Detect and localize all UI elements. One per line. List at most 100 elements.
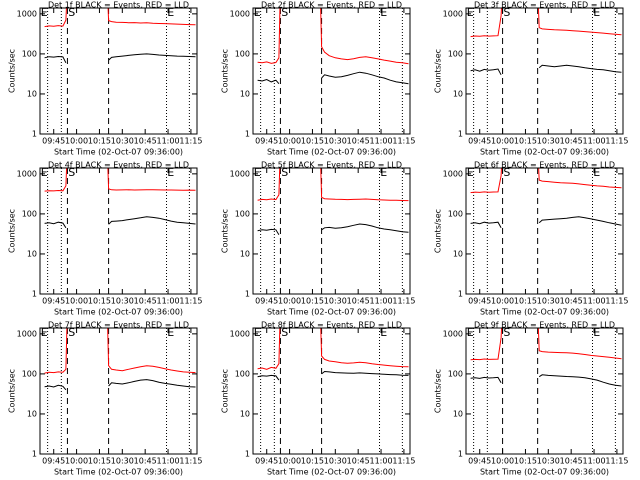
x-tick-label: 10:15 — [514, 297, 537, 306]
x-axis-label: Start Time (02-Oct-07 09:36:00) — [480, 308, 609, 317]
y-tick-label: 100 — [22, 209, 37, 218]
y-tick-label: 10 — [240, 249, 250, 258]
y-axis-label: Counts/sec — [8, 49, 17, 93]
x-tick-label: 11:15 — [392, 137, 415, 146]
x-tick-label: 10:15 — [514, 137, 537, 146]
chart-title: Det 5f BLACK = Events, RED = LLD — [261, 161, 402, 170]
series-line — [44, 53, 196, 64]
series-line — [257, 370, 409, 381]
x-tick-label: 10:45 — [134, 297, 157, 306]
y-axis-label: Counts/sec — [8, 209, 17, 253]
series-line — [257, 328, 409, 370]
y-tick-label: 10 — [240, 409, 250, 418]
y-axis-label: Counts/sec — [434, 49, 443, 93]
x-tick-label: 11:00 — [370, 137, 393, 146]
annotation: E — [41, 166, 48, 179]
series-line — [257, 168, 409, 202]
annotation: E — [593, 326, 600, 339]
series-line — [44, 8, 196, 28]
x-tick-label: 09:45 — [42, 457, 65, 466]
x-tick-label: 09:45 — [468, 137, 491, 146]
annotation: E — [380, 166, 387, 179]
y-tick-label: 1000 — [17, 329, 37, 338]
y-tick-label: 10 — [27, 89, 37, 98]
chart-title: Det 4f BLACK = Events, RED = LLD — [48, 161, 189, 170]
x-tick-label: 11:15 — [179, 297, 202, 306]
y-tick-label: 1000 — [17, 9, 37, 18]
y-tick-label: 10 — [453, 409, 463, 418]
series-line — [44, 328, 196, 374]
x-tick-label: 10:30 — [537, 297, 560, 306]
x-tick-label: 10:30 — [537, 137, 560, 146]
annotation: E — [467, 166, 474, 179]
annotation: E — [593, 166, 600, 179]
y-axis-label: Counts/sec — [434, 369, 443, 413]
x-tick-label: 10:45 — [134, 137, 157, 146]
x-tick-label: 10:45 — [560, 457, 583, 466]
x-tick-label: 10:15 — [301, 137, 324, 146]
series-line — [470, 216, 622, 229]
annotation: S — [281, 6, 288, 19]
series-line — [257, 223, 409, 236]
x-tick-label: 11:00 — [583, 457, 606, 466]
annotation: E — [380, 326, 387, 339]
y-tick-label: 1 — [458, 290, 463, 299]
y-tick-label: 10 — [27, 409, 37, 418]
y-axis-label: Counts/sec — [8, 369, 17, 413]
annotation: S — [503, 326, 510, 339]
plot-frame — [39, 7, 198, 135]
x-axis-label: Start Time (02-Oct-07 09:36:00) — [267, 468, 396, 477]
x-tick-label: 11:00 — [583, 137, 606, 146]
chart-title: Det 1f BLACK = Events, RED = LLD — [48, 1, 189, 10]
y-tick-label: 1000 — [17, 169, 37, 178]
x-tick-label: 11:15 — [392, 457, 415, 466]
x-tick-label: 09:45 — [255, 137, 278, 146]
x-tick-label: 11:00 — [157, 457, 180, 466]
x-tick-label: 10:15 — [88, 297, 111, 306]
x-tick-label: 10:30 — [324, 457, 347, 466]
x-tick-label: 10:15 — [514, 457, 537, 466]
x-axis-label: Start Time (02-Oct-07 09:36:00) — [54, 308, 183, 317]
x-axis-label: Start Time (02-Oct-07 09:36:00) — [54, 468, 183, 477]
y-tick-label: 1000 — [443, 329, 463, 338]
x-tick-label: 10:30 — [537, 457, 560, 466]
series-line — [470, 328, 622, 361]
plot-frame — [465, 7, 624, 135]
x-tick-label: 11:00 — [370, 297, 393, 306]
series-line — [470, 374, 622, 387]
y-tick-label: 1 — [458, 130, 463, 139]
x-tick-label: 10:45 — [347, 137, 370, 146]
y-tick-label: 100 — [235, 209, 250, 218]
series-line — [257, 8, 409, 65]
annotation: S — [503, 6, 510, 19]
x-axis-label: Start Time (02-Oct-07 09:36:00) — [480, 468, 609, 477]
annotation: E — [167, 166, 174, 179]
series-line — [44, 216, 196, 229]
series-line — [257, 71, 409, 85]
x-tick-label: 10:45 — [560, 137, 583, 146]
y-tick-label: 100 — [235, 369, 250, 378]
y-tick-label: 1 — [32, 290, 37, 299]
x-tick-label: 10:00 — [278, 137, 301, 146]
x-tick-label: 10:15 — [301, 297, 324, 306]
x-tick-label: 11:00 — [157, 297, 180, 306]
x-tick-label: 10:45 — [347, 297, 370, 306]
chart-title: Det 6f BLACK = Events, RED = LLD — [474, 161, 615, 170]
y-tick-label: 1 — [32, 450, 37, 459]
series-line — [470, 64, 622, 76]
y-tick-label: 1000 — [443, 169, 463, 178]
annotation: E — [254, 166, 261, 179]
annotation: E — [41, 326, 48, 339]
x-tick-label: 10:30 — [111, 457, 134, 466]
x-tick-label: 10:00 — [65, 457, 88, 466]
chart-title: Det 7f BLACK = Events, RED = LLD — [48, 321, 189, 330]
annotation: E — [41, 6, 48, 19]
annotation: S — [281, 326, 288, 339]
plot-frame — [39, 167, 198, 295]
x-tick-label: 09:45 — [42, 137, 65, 146]
series-line — [470, 168, 622, 194]
x-axis-label: Start Time (02-Oct-07 09:36:00) — [267, 308, 396, 317]
x-tick-label: 10:00 — [491, 457, 514, 466]
y-tick-label: 1000 — [230, 169, 250, 178]
